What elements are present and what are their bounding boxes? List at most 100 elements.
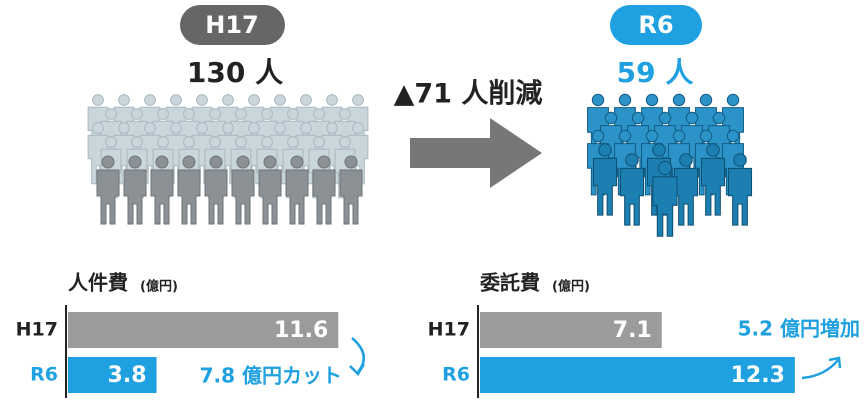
person-head [339, 108, 351, 120]
person-head [339, 136, 351, 148]
person-head [313, 136, 325, 148]
person-head [591, 129, 605, 143]
chart-unit: (億円) [552, 279, 590, 295]
arrow [410, 118, 542, 188]
person-head [726, 93, 740, 107]
value-label: 12.3 [731, 363, 785, 388]
era-pill [180, 5, 285, 45]
person-head [313, 108, 325, 120]
person-head [618, 93, 632, 107]
person-head [170, 94, 182, 106]
person-body [700, 157, 726, 216]
person-head [652, 143, 666, 157]
person-head [209, 155, 223, 169]
chart-title: 人件費 [68, 271, 128, 295]
person-body [258, 169, 282, 225]
person-head [261, 136, 273, 148]
person-head [287, 136, 299, 148]
person-icon [619, 153, 645, 226]
annotation: 5.2 億円増加 [738, 317, 860, 341]
person-head [196, 94, 208, 106]
person-head [118, 94, 130, 106]
person-head [196, 122, 208, 134]
person-head [290, 155, 304, 169]
person-head [685, 111, 699, 125]
person-head [300, 122, 312, 134]
value-label: 11.6 [274, 318, 328, 343]
person-icon [285, 155, 309, 225]
person-head [706, 143, 720, 157]
category-label: R6 [30, 364, 58, 386]
value-label: 7.1 [613, 318, 652, 343]
chart-title: 委託費 [479, 271, 540, 295]
person-head [300, 94, 312, 106]
person-body [312, 169, 336, 225]
person-head [672, 93, 686, 107]
person-head [105, 108, 117, 120]
person-body [123, 169, 147, 225]
person-head [591, 93, 605, 107]
person-icon [592, 143, 618, 216]
person-body [285, 169, 309, 225]
category-label: R6 [442, 364, 470, 386]
category-label: H17 [16, 319, 58, 341]
crowd-illustrations [87, 93, 753, 237]
person-icon [673, 153, 699, 226]
person-head [625, 153, 639, 167]
person-head [699, 129, 713, 143]
person-head [118, 122, 130, 134]
person-icon [700, 143, 726, 216]
person-head [287, 108, 299, 120]
person-head [261, 108, 273, 120]
person-head [144, 94, 156, 106]
bar [68, 357, 157, 393]
person-head [222, 122, 234, 134]
person-head [92, 94, 104, 106]
person-head [679, 153, 693, 167]
bar-charts: 人件費 (億円) H17 11.6 R6 3.8 7.8 億円カット 委託費 (億円) H17 7.… [16, 271, 860, 398]
person-icon [258, 155, 282, 225]
bar [480, 357, 795, 393]
person-head [344, 155, 358, 169]
person-head [235, 136, 247, 148]
person-body [177, 169, 201, 225]
person-head [131, 136, 143, 148]
person-icon [652, 160, 678, 237]
person-icon [312, 155, 336, 225]
value-label: 3.8 [108, 363, 147, 388]
person-head [604, 111, 618, 125]
person-body [150, 169, 174, 225]
person-head [274, 94, 286, 106]
person-head [183, 108, 195, 120]
person-head [157, 108, 169, 120]
person-head [157, 136, 169, 148]
headcount: 59 人 [617, 56, 694, 89]
person-icon [339, 155, 363, 225]
person-head [101, 155, 115, 169]
person-body [619, 167, 645, 226]
headcount: 130 人 [187, 56, 283, 89]
person-head [209, 108, 221, 120]
person-body [652, 176, 678, 237]
person-body [96, 169, 120, 225]
person-head [352, 94, 364, 106]
person-body [592, 157, 618, 216]
person-icon [177, 155, 201, 225]
person-head [105, 136, 117, 148]
annotation-arrowhead [828, 356, 842, 369]
person-head [326, 122, 338, 134]
person-body [231, 169, 255, 225]
person-head [248, 122, 260, 134]
person-head [657, 160, 673, 176]
person-head [317, 155, 331, 169]
era-label: H17 [205, 11, 258, 39]
person-head [645, 93, 659, 107]
category-label: H17 [428, 319, 470, 341]
person-head [733, 153, 747, 167]
person-head [658, 111, 672, 125]
bar [68, 312, 339, 348]
person-head [182, 155, 196, 169]
person-head [222, 94, 234, 106]
person-icon [727, 153, 753, 226]
